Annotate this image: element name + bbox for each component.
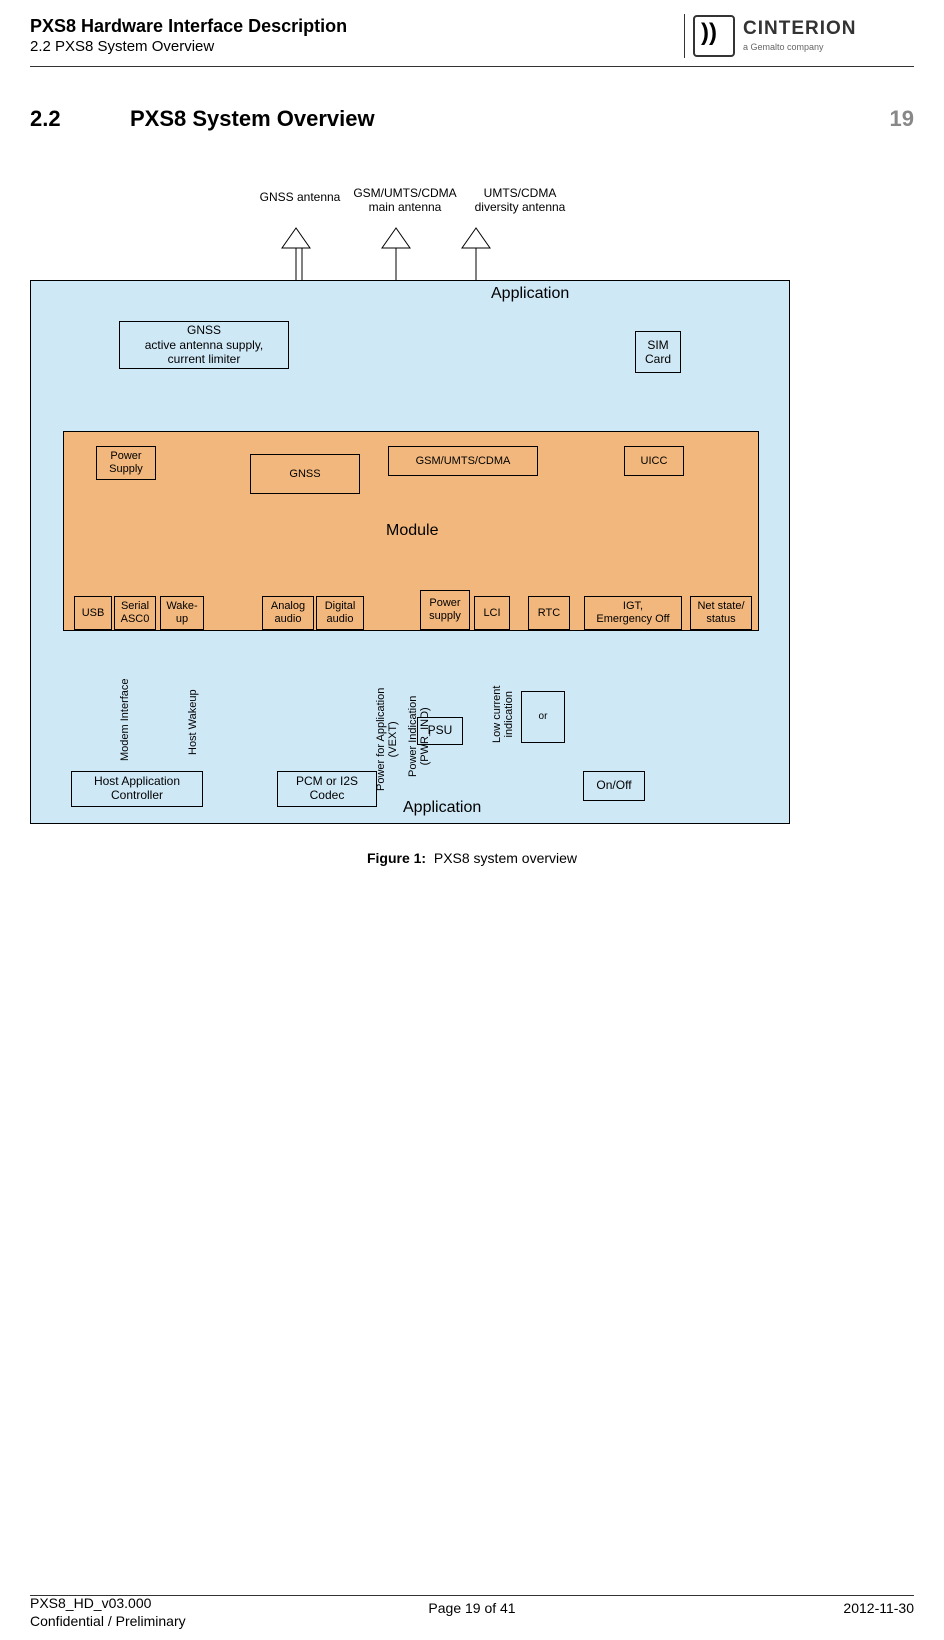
rtc-box: RTC <box>528 596 570 630</box>
power-supply-box: Power Supply <box>96 446 156 480</box>
doc-subtitle: 2.2 PXS8 System Overview <box>30 38 214 55</box>
doc-title: PXS8 Hardware Interface Description <box>30 16 347 37</box>
gnss-box: GNSS <box>250 454 360 494</box>
power-supply-lower-box: Power supply <box>420 590 470 630</box>
caption-bold: Figure 1: <box>367 850 426 866</box>
modem-interface-label: Modem Interface <box>119 678 131 761</box>
header-rule <box>30 66 914 67</box>
host-app-controller-box: Host Application Controller <box>71 771 203 807</box>
power-for-app-label: Power for Application (VEXT) <box>375 688 399 791</box>
igt-emergency-box: IGT, Emergency Off <box>584 596 682 630</box>
footer-right: 2012-11-30 <box>843 1600 914 1616</box>
usb-box: USB <box>74 596 112 630</box>
uicc-box: UICC <box>624 446 684 476</box>
gnss-antenna-label: GNSS antenna <box>250 190 350 204</box>
module-label: Module <box>386 522 438 540</box>
gnss-supply-box: GNSS active antenna supply, current limi… <box>119 321 289 369</box>
serial-asc0-box: Serial ASC0 <box>114 596 156 630</box>
module-box: Module Power Supply GNSS GSM/UMTS/CDMA U… <box>63 431 759 631</box>
logo: CINTERION a Gemalto company <box>684 14 914 58</box>
system-diagram: Application Application GNSS active ante… <box>30 280 790 824</box>
caption-text: PXS8 system overview <box>434 850 577 866</box>
section-title: PXS8 System Overview <box>130 106 375 132</box>
analog-audio-box: Analog audio <box>262 596 314 630</box>
gsm-umts-cdma-box: GSM/UMTS/CDMA <box>388 446 538 476</box>
pcm-i2s-codec-box: PCM or I2S Codec <box>277 771 377 807</box>
rtc-or-box: or <box>521 691 565 743</box>
power-indication-label: Power Indication (PWR_IND) <box>407 696 431 777</box>
or-label: or <box>539 711 548 723</box>
logo-icon <box>693 15 735 57</box>
lci-box: LCI <box>474 596 510 630</box>
onoff-box: On/Off <box>583 771 645 801</box>
wakeup-box: Wake- up <box>160 596 204 630</box>
umts-antenna-label: UMTS/CDMA diversity antenna <box>460 186 580 215</box>
page-indicator: 19 <box>890 106 914 132</box>
footer-center: Page 19 of 41 <box>0 1600 944 1616</box>
figure-caption: Figure 1: PXS8 system overview <box>0 850 944 866</box>
logo-main: CINTERION <box>743 18 857 39</box>
sim-card-box: SIM Card <box>635 331 681 373</box>
host-wakeup-label: Host Wakeup <box>187 689 199 755</box>
digital-audio-box: Digital audio <box>316 596 364 630</box>
app-label-bot: Application <box>403 799 481 817</box>
low-current-label: Low current indication <box>491 686 515 743</box>
netstate-box: Net state/ status <box>690 596 752 630</box>
section-number: 2.2 <box>30 106 61 132</box>
app-label-top: Application <box>491 285 569 303</box>
logo-sub: a Gemalto company <box>743 42 824 52</box>
gsm-antenna-label: GSM/UMTS/CDMA main antenna <box>340 186 470 215</box>
